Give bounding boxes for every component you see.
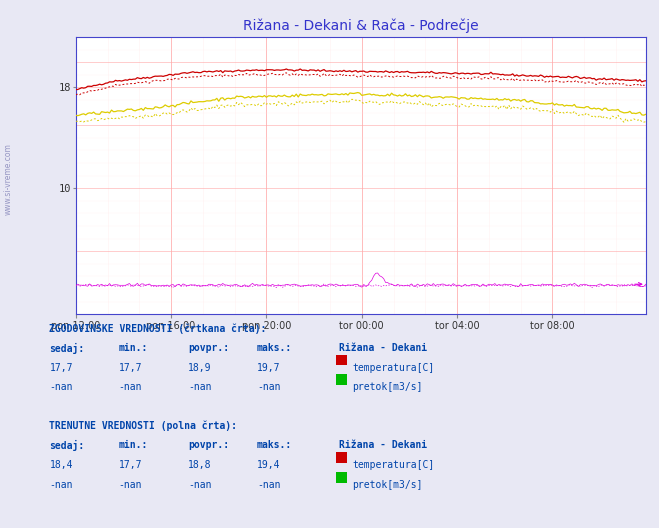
Text: www.si-vreme.com: www.si-vreme.com [3,144,13,215]
Text: 18,8: 18,8 [188,460,212,470]
Text: sedaj:: sedaj: [49,343,84,354]
Title: Rižana - Dekani & Rača - Podrečje: Rižana - Dekani & Rača - Podrečje [243,18,478,33]
Text: min.:: min.: [119,440,148,450]
Text: -nan: -nan [188,480,212,490]
Text: -nan: -nan [119,480,142,490]
Text: ZGODOVINSKE VREDNOSTI (črtkana črta):: ZGODOVINSKE VREDNOSTI (črtkana črta): [49,323,267,334]
Text: 17,7: 17,7 [119,460,142,470]
Text: 18,4: 18,4 [49,460,73,470]
Text: -nan: -nan [188,382,212,392]
Text: pretok[m3/s]: pretok[m3/s] [353,382,423,392]
Text: -nan: -nan [119,382,142,392]
Text: 18,9: 18,9 [188,363,212,373]
Text: temperatura[C]: temperatura[C] [353,460,435,470]
Text: -nan: -nan [257,480,281,490]
Text: TRENUTNE VREDNOSTI (polna črta):: TRENUTNE VREDNOSTI (polna črta): [49,421,237,431]
Text: temperatura[C]: temperatura[C] [353,363,435,373]
Text: Rižana - Dekani: Rižana - Dekani [339,343,428,353]
Text: Rižana - Dekani: Rižana - Dekani [339,440,428,450]
Text: maks.:: maks.: [257,343,292,353]
Text: -nan: -nan [257,382,281,392]
Text: 17,7: 17,7 [49,363,73,373]
Text: 19,7: 19,7 [257,363,281,373]
Text: povpr.:: povpr.: [188,343,229,353]
Text: -nan: -nan [49,382,73,392]
Text: 19,4: 19,4 [257,460,281,470]
Text: sedaj:: sedaj: [49,440,84,451]
Text: -nan: -nan [49,480,73,490]
Text: 17,7: 17,7 [119,363,142,373]
Text: maks.:: maks.: [257,440,292,450]
Text: povpr.:: povpr.: [188,440,229,450]
Text: pretok[m3/s]: pretok[m3/s] [353,480,423,490]
Text: min.:: min.: [119,343,148,353]
